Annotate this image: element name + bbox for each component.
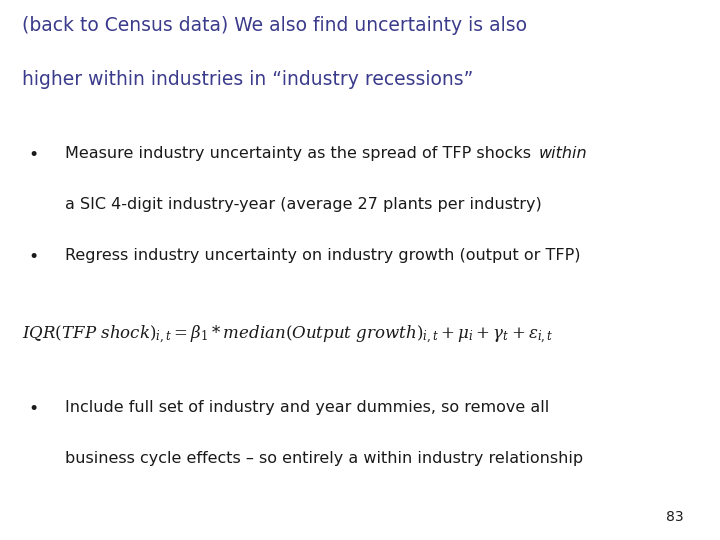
Text: 83: 83: [667, 510, 684, 524]
Text: Measure industry uncertainty as the spread of TFP shocks: Measure industry uncertainty as the spre…: [65, 146, 536, 161]
Text: higher within industries in “industry recessions”: higher within industries in “industry re…: [22, 70, 473, 89]
Text: •: •: [29, 146, 39, 164]
Text: Include full set of industry and year dummies, so remove all: Include full set of industry and year du…: [65, 400, 549, 415]
Text: Regress industry uncertainty on industry growth (output or TFP): Regress industry uncertainty on industry…: [65, 248, 580, 264]
Text: (back to Census data) We also find uncertainty is also: (back to Census data) We also find uncer…: [22, 16, 526, 35]
Text: within: within: [539, 146, 587, 161]
Text: •: •: [29, 400, 39, 417]
Text: a SIC 4-digit industry-year (average 27 plants per industry): a SIC 4-digit industry-year (average 27 …: [65, 197, 541, 212]
Text: business cycle effects – so entirely a within industry relationship: business cycle effects – so entirely a w…: [65, 451, 583, 466]
Text: $\mathit{IQR(TFP\ shock)_{i,t} = \beta_1 * median(Output\ growth)_{i,t} + \mu_i : $\mathit{IQR(TFP\ shock)_{i,t} = \beta_1…: [22, 324, 553, 346]
Text: •: •: [29, 248, 39, 266]
